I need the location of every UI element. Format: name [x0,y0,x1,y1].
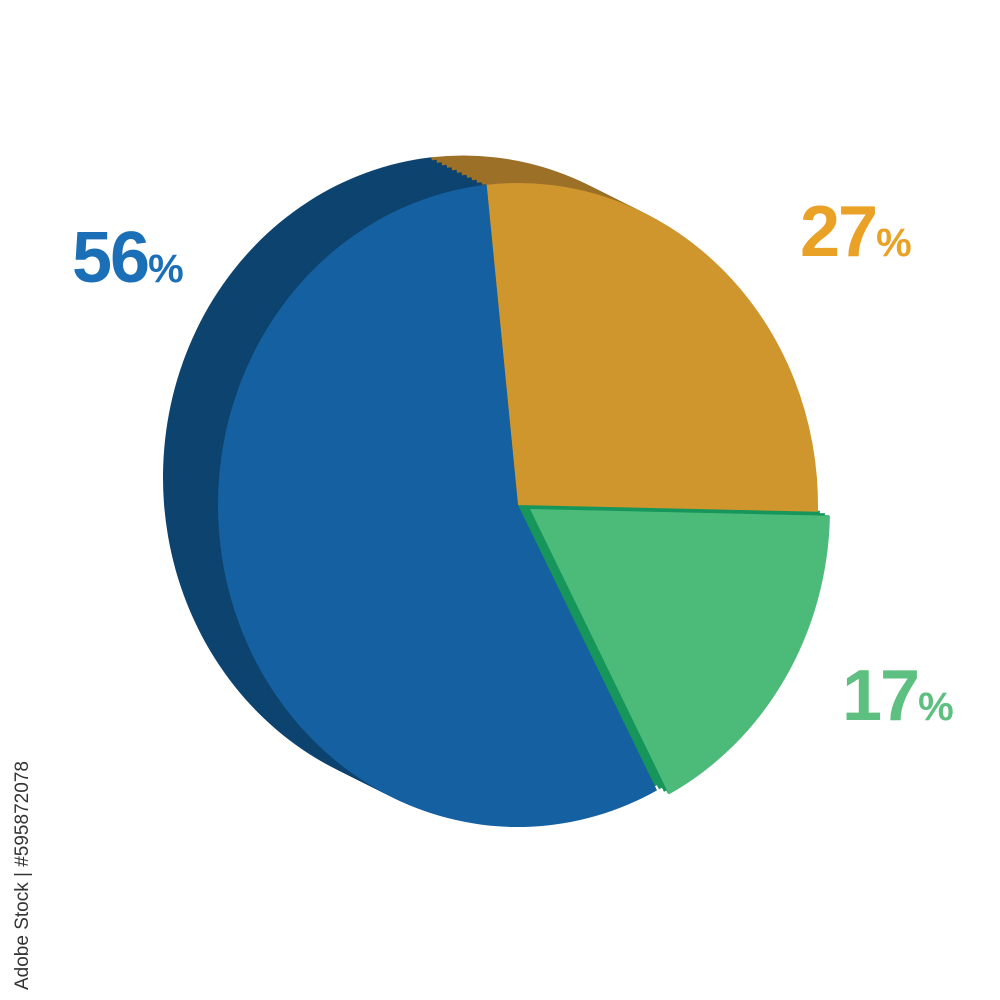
percent-sign: % [918,685,954,729]
slice-27 [486,183,818,512]
slice-17 [530,509,830,795]
label-17-value: 17 [842,656,920,736]
percent-sign: % [876,221,912,265]
label-17: 17% [842,660,954,732]
percent-sign: % [148,247,184,291]
label-27: 27% [800,196,912,268]
watermark: Adobe Stock | #595872078 [12,761,33,990]
slice-56 [218,184,657,827]
label-56: 56% [72,222,184,294]
label-56-value: 56 [72,218,150,298]
label-27-value: 27 [800,192,878,272]
